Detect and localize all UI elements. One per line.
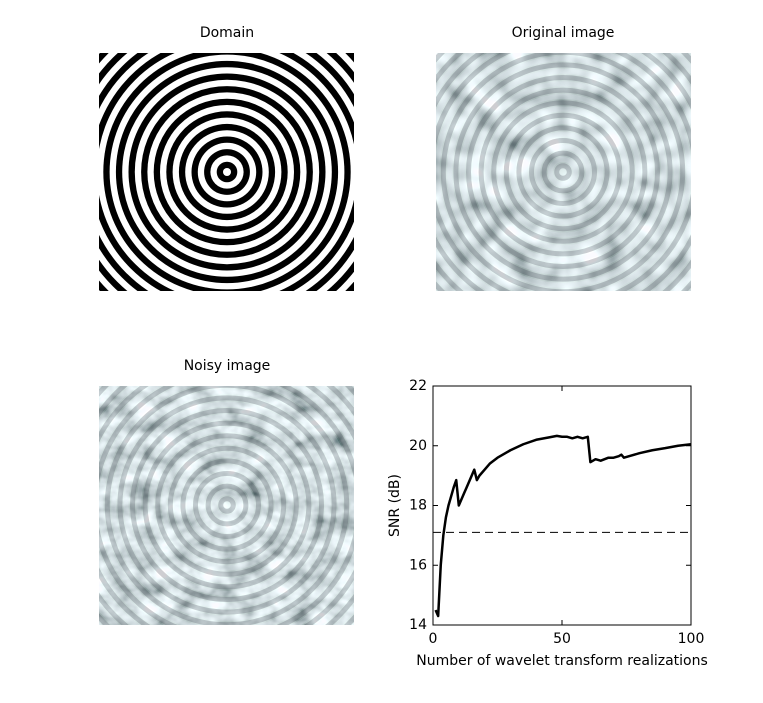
ring — [547, 156, 579, 188]
image-title: Noisy image — [184, 358, 271, 374]
ring — [516, 125, 610, 219]
ring — [174, 452, 280, 558]
ring — [503, 112, 623, 232]
ring — [123, 401, 331, 609]
ring — [484, 93, 642, 251]
ring — [436, 53, 691, 291]
ring — [155, 433, 299, 577]
ring — [161, 439, 293, 571]
ring — [111, 389, 343, 621]
ring — [167, 445, 287, 565]
ring — [453, 62, 673, 282]
ring — [117, 395, 337, 615]
y-axis-label: SNR (dB) — [387, 474, 403, 537]
ring — [130, 408, 324, 602]
ring — [447, 56, 679, 288]
ring — [104, 386, 350, 625]
ring — [199, 477, 255, 533]
ring — [459, 68, 667, 276]
ring — [136, 414, 318, 596]
x-tick-label: 0 — [429, 631, 438, 647]
image-title: Domain — [200, 25, 254, 41]
y-tick-label: 20 — [409, 438, 427, 454]
ring — [529, 138, 597, 206]
ring — [180, 458, 274, 552]
x-tick-label: 100 — [678, 631, 705, 647]
ring — [522, 131, 604, 213]
ring — [211, 489, 243, 521]
ring — [142, 420, 312, 590]
ring — [148, 426, 306, 584]
ring — [466, 75, 660, 269]
ring — [497, 106, 629, 238]
ring — [554, 163, 572, 181]
snr-plot: 14 16 18 20 22 0 50 100 Number of wavelet transf… — [387, 378, 708, 669]
ring — [99, 386, 354, 625]
y-tick-label: 18 — [409, 498, 427, 514]
ring — [535, 144, 591, 200]
series-line — [434, 434, 692, 618]
y-tick-label: 16 — [409, 557, 427, 573]
ring — [186, 464, 268, 546]
ring — [205, 483, 249, 527]
image-title: Original image — [512, 25, 615, 41]
x-tick-label: 50 — [553, 631, 571, 647]
ring — [218, 496, 236, 514]
ring — [491, 100, 635, 244]
original-image — [436, 53, 691, 291]
ring — [193, 471, 261, 539]
ring — [440, 53, 686, 291]
y-tick-label: 14 — [409, 617, 427, 633]
axes-box — [432, 385, 692, 626]
ring — [541, 150, 585, 194]
ring — [223, 168, 231, 176]
y-tick-label: 22 — [409, 378, 427, 394]
noisy-image — [99, 386, 354, 625]
domain-image — [99, 53, 354, 291]
x-axis-label: Number of wavelet transform realizations — [416, 653, 708, 669]
ring — [472, 81, 654, 263]
ring — [478, 87, 648, 257]
ring — [510, 119, 616, 225]
